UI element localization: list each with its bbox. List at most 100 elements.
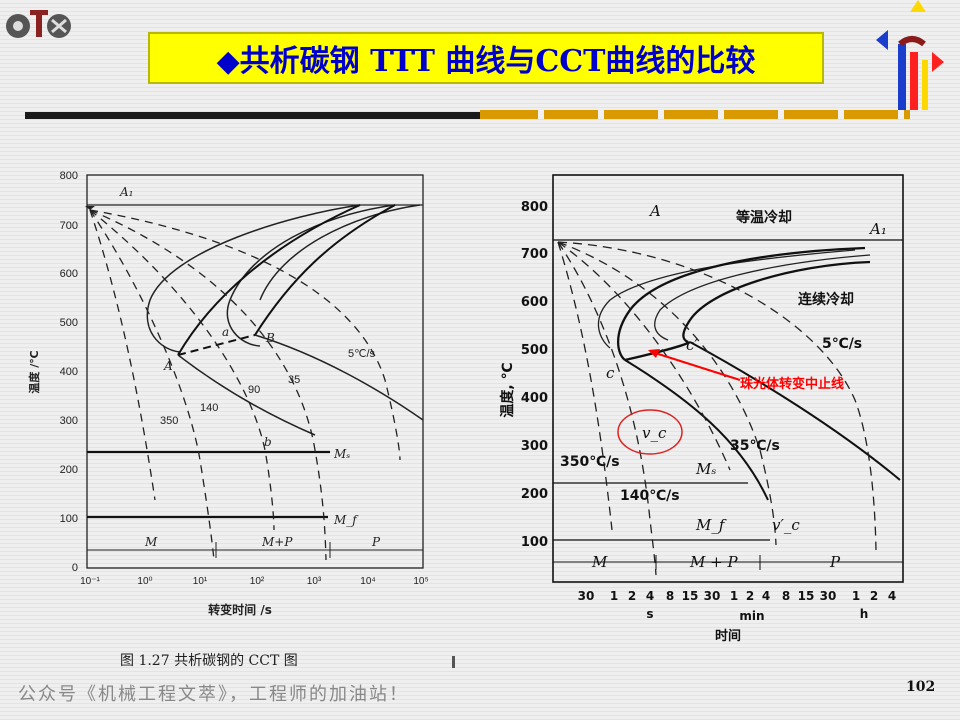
right-label-rate140: 140℃/s (620, 488, 680, 504)
right-x-unit-h: h (860, 607, 869, 621)
right-xlabel: 时间 (715, 628, 741, 644)
left-label-b-small: b (264, 435, 272, 449)
logo (6, 10, 71, 38)
right-ytick: 100 (521, 535, 548, 550)
right-label-vc: v_c (642, 424, 667, 442)
right-annotation-label: 珠光体转变中止线 (740, 376, 844, 392)
right-x-unit-min: min (739, 609, 764, 623)
left-plot-frame (86, 174, 424, 569)
left-ytick: 600 (60, 268, 78, 280)
right-xtick: 4 (646, 589, 654, 603)
right-ytick: 500 (521, 343, 548, 358)
right-xtick: 15 (682, 589, 699, 603)
right-ytick: 800 (521, 200, 548, 215)
right-label-ms: Mₛ (695, 460, 716, 478)
right-xtick: 4 (762, 589, 770, 603)
footer-text: 公众号《机械工程文萃》，工程师的加油站！ (18, 684, 409, 705)
right-ytick: 300 (521, 439, 548, 454)
left-label-rate350: 350 (160, 415, 178, 427)
left-label-b: B (265, 331, 275, 345)
right-ytick: 600 (521, 295, 548, 310)
left-label-ms: Mₛ (333, 447, 350, 461)
right-x-unit-s: s (646, 607, 653, 621)
divider-dashed (480, 110, 910, 119)
left-cooling-curves (89, 209, 401, 561)
left-xlabel: 转变时间 /s (208, 602, 272, 617)
right-xtick: 4 (888, 589, 896, 603)
left-ytick: 800 (60, 170, 78, 182)
left-ytick: 500 (60, 317, 78, 329)
slide-title: ◆共析碳钢 TTT 曲线与CCT曲线的比较 (148, 32, 824, 84)
right-xtick: 2 (746, 589, 754, 603)
right-ytick: 400 (521, 391, 548, 406)
right-ytick: 200 (521, 487, 548, 502)
right-xtick: 2 (870, 589, 878, 603)
right-label-vcprime: v′_c (772, 516, 800, 534)
right-label-a: A (648, 202, 661, 220)
right-label-continuous: 连续冷却 (798, 291, 854, 308)
left-label-rate5: 5℃/s (348, 348, 376, 360)
right-xtick: 1 (610, 589, 618, 603)
left-xtick: 10³ (307, 576, 322, 587)
left-label-a: A (163, 359, 173, 373)
right-label-rate5: 5℃/s (822, 336, 862, 352)
right-label-m: M (591, 553, 608, 571)
left-ylabel: 温度 /℃ (27, 350, 41, 393)
right-label-a1: A₁ (868, 220, 887, 238)
right-cct-start (616, 246, 866, 361)
right-cct-end (682, 260, 871, 344)
left-caption: 图 1.27 共析碳钢的 CCT 图 (120, 653, 298, 669)
left-label-a-small: a (222, 325, 229, 339)
left-label-m: M (144, 535, 158, 549)
left-ytick: 300 (60, 415, 78, 427)
left-label-rate35: 35 (288, 374, 300, 386)
page-number: 102 (906, 679, 936, 695)
right-label-cprime: c′ (686, 336, 698, 354)
left-label-rate140: 140 (200, 402, 218, 414)
left-label-rate90: 90 (248, 384, 260, 396)
right-xtick: 30 (820, 589, 837, 603)
left-ytick: 100 (60, 513, 78, 525)
left-ytick: 700 (60, 220, 78, 232)
right-xtick: 1 (852, 589, 860, 603)
marker (452, 656, 455, 668)
right-ytick: 700 (521, 247, 548, 262)
decorative-arrows-icon (876, 0, 944, 110)
right-annotation-arrow (651, 351, 741, 381)
left-ytick: 200 (60, 464, 78, 476)
right-xtick: 1 (730, 589, 738, 603)
right-xtick: 15 (798, 589, 815, 603)
left-ytick: 400 (60, 366, 78, 378)
right-xtick: 8 (782, 589, 790, 603)
right-label-isothermal: 等温冷却 (736, 209, 792, 226)
left-xtick: 10⁴ (360, 576, 375, 587)
left-label-mp: M+P (261, 535, 293, 549)
left-ytick: 0 (72, 562, 78, 574)
left-xtick: 10⁻¹ (80, 576, 100, 587)
divider (25, 112, 480, 119)
right-label-rate35: 35℃/s (730, 438, 780, 454)
left-xtick: 10¹ (193, 576, 208, 587)
left-start-curve (146, 204, 361, 353)
right-label-rate350: 350℃/s (560, 454, 620, 470)
left-label-p: P (371, 535, 381, 549)
right-xtick: 30 (578, 589, 595, 603)
right-label-mp: M + P (689, 553, 738, 571)
right-vc-highlight (617, 409, 683, 455)
right-label-mf: M_f (695, 516, 727, 534)
left-label-mf: M_f (333, 513, 359, 527)
right-xtick: 2 (628, 589, 636, 603)
right-xtick: 8 (666, 589, 674, 603)
right-ylabel: 温度, ℃ (499, 362, 516, 417)
left-end-curve-2 (259, 204, 421, 301)
left-xtick: 10² (250, 576, 265, 587)
right-plot-frame (552, 174, 904, 583)
left-xtick: 10⁰ (137, 576, 152, 587)
left-xtick: 10⁵ (413, 576, 428, 587)
left-label-a1: A₁ (119, 185, 133, 199)
right-xtick: 30 (704, 589, 721, 603)
right-label-p: P (829, 553, 841, 571)
right-label-c: c (606, 364, 615, 382)
